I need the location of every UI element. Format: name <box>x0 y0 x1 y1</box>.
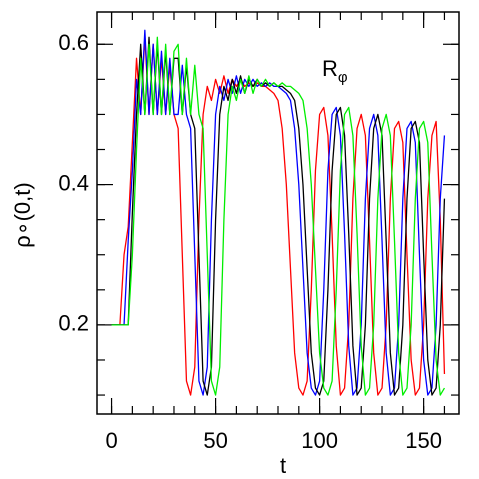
annotation-text: R <box>322 56 338 81</box>
annotation: Rφ <box>322 56 348 86</box>
x-tick-label: 150 <box>405 428 442 453</box>
annotation-subscript: φ <box>338 69 348 86</box>
x-tick-label: 100 <box>301 428 338 453</box>
y-tick-label: 0.4 <box>58 170 89 195</box>
line-series <box>111 36 446 396</box>
y-tick-label: 0.6 <box>58 30 89 55</box>
y-tick-label: 0.2 <box>58 311 89 336</box>
x-axis-label: t <box>280 453 286 478</box>
line-series <box>111 29 446 396</box>
line-series <box>111 36 446 396</box>
x-tick-label: 0 <box>105 428 117 453</box>
y-axis-label: ρ∘(0,t) <box>10 182 35 247</box>
x-tick-label: 50 <box>203 428 227 453</box>
line-series <box>111 36 445 396</box>
